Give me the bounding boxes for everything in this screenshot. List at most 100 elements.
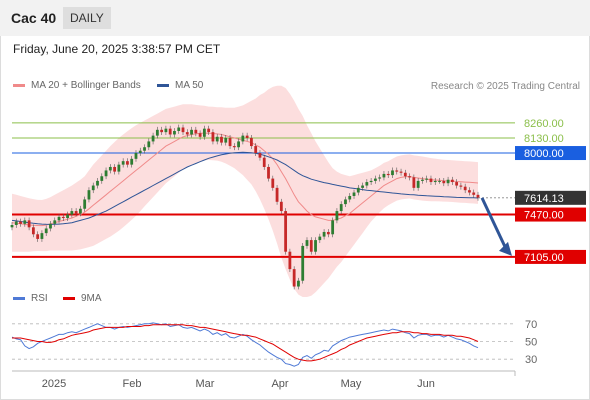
candle-body-51	[228, 137, 232, 147]
candle-body-36	[164, 128, 168, 133]
projection-arrow-head	[499, 241, 512, 256]
candle-body-77	[339, 204, 343, 212]
level-label-0: 8260.00	[524, 118, 564, 130]
candle-body-13	[66, 214, 69, 219]
candle-body-41	[185, 132, 189, 135]
candle-body-100	[438, 180, 441, 182]
rsi-line	[11, 322, 479, 367]
candle-body-67	[297, 280, 300, 287]
candle-body-87	[382, 173, 386, 178]
chart-timestamp: Friday, June 20, 2025 3:38:57 PM CET	[13, 42, 221, 56]
legend-bollinger-label: MA 20 + Bollinger Bands	[31, 80, 141, 91]
candle-body-68	[301, 245, 305, 281]
x-tick-label-2: Mar	[196, 378, 215, 390]
candle-body-39	[177, 127, 181, 131]
last-price-tag	[515, 190, 586, 205]
candle-body-75	[331, 220, 335, 235]
candle-body-70	[309, 240, 313, 252]
level-label-1: 8130.00	[524, 133, 564, 145]
legend-ma50: MA 50	[157, 80, 203, 91]
candle-body-83	[365, 182, 369, 186]
candle-body-8	[44, 228, 48, 234]
candle-body-2	[19, 221, 22, 224]
x-tick-label-1: Feb	[123, 378, 142, 390]
level-label-3: 7470.00	[524, 210, 564, 222]
candle-body-97	[425, 178, 429, 180]
candle-body-72	[318, 236, 322, 241]
level-tag-3	[515, 207, 586, 222]
candle-body-91	[399, 171, 403, 173]
candle-body-61	[271, 178, 275, 188]
candle-body-57	[254, 146, 258, 154]
level-label-2: 8000.00	[524, 148, 564, 160]
candle-body-85	[373, 178, 377, 181]
copyright-text: Research © 2025 Trading Central	[430, 81, 580, 92]
candle-body-28	[130, 158, 134, 165]
candle-body-93	[408, 176, 411, 178]
candle-body-44	[198, 133, 202, 137]
candle-body-40	[181, 127, 185, 133]
candle-body-104	[455, 182, 459, 186]
candle-body-84	[369, 180, 373, 183]
candle-body-52	[232, 146, 236, 148]
candle-body-43	[194, 129, 198, 134]
candle-body-29	[134, 153, 138, 159]
candle-body-64	[284, 211, 288, 252]
candle-body-71	[314, 240, 317, 252]
legend-rsi-ma: 9MA	[63, 293, 102, 304]
candle-body-63	[279, 201, 283, 212]
candle-body-65	[288, 251, 292, 270]
period-button[interactable]: DAILY	[63, 7, 111, 29]
candle-body-32	[147, 141, 151, 148]
candle-body-88	[386, 173, 390, 176]
level-tag-4	[515, 249, 586, 264]
candle-body-4	[27, 220, 31, 228]
candle-body-105	[459, 185, 463, 187]
candle-body-17	[83, 199, 87, 209]
candle-body-62	[275, 187, 279, 202]
rsi-tick-label-1: 50	[525, 337, 537, 349]
candle-body-23	[108, 166, 112, 171]
instrument-title: Cac 40	[11, 10, 57, 26]
header-bar: Cac 40 DAILY	[0, 0, 590, 36]
candle-body-80	[352, 192, 356, 196]
candle-body-30	[138, 150, 142, 154]
candle-body-86	[378, 177, 382, 179]
x-tick-label-3: Apr	[271, 378, 288, 390]
candle-body-103	[450, 179, 454, 183]
candle-body-98	[429, 178, 433, 183]
candle-body-89	[391, 170, 394, 176]
candle-body-102	[446, 179, 450, 184]
legend-ma50-label: MA 50	[175, 80, 204, 91]
candle-body-5	[31, 227, 35, 235]
candle-body-6	[36, 234, 40, 239]
x-tick-label-0: 2025	[42, 378, 66, 390]
candle-body-50	[224, 137, 228, 143]
candle-body-10	[53, 220, 57, 224]
candle-body-69	[305, 240, 309, 246]
candle-body-48	[215, 136, 219, 142]
candle-body-82	[361, 185, 364, 188]
rsi-swatch	[13, 297, 25, 300]
candle-body-60	[267, 166, 270, 179]
candle-body-46	[207, 128, 211, 133]
rsi-ma-swatch	[63, 297, 75, 300]
candle-body-74	[326, 231, 330, 235]
level-tag-2	[515, 146, 586, 161]
candle-body-16	[79, 208, 82, 214]
candle-body-94	[412, 177, 416, 188]
candle-body-79	[348, 195, 352, 200]
candle-body-19	[91, 185, 95, 191]
candle-body-101	[442, 180, 446, 184]
candle-body-73	[322, 231, 326, 237]
x-tick-label-4: May	[341, 378, 362, 390]
ma50-line	[11, 151, 479, 225]
candle-body-59	[262, 157, 266, 167]
candle-body-24	[113, 166, 117, 172]
candle-body-47	[211, 132, 215, 142]
legend-rsi-label: RSI	[31, 293, 48, 304]
candle-body-3	[23, 220, 27, 224]
candle-body-35	[160, 129, 164, 133]
candle-body-26	[121, 161, 125, 165]
x-tick-label-5: Jun	[417, 378, 435, 390]
